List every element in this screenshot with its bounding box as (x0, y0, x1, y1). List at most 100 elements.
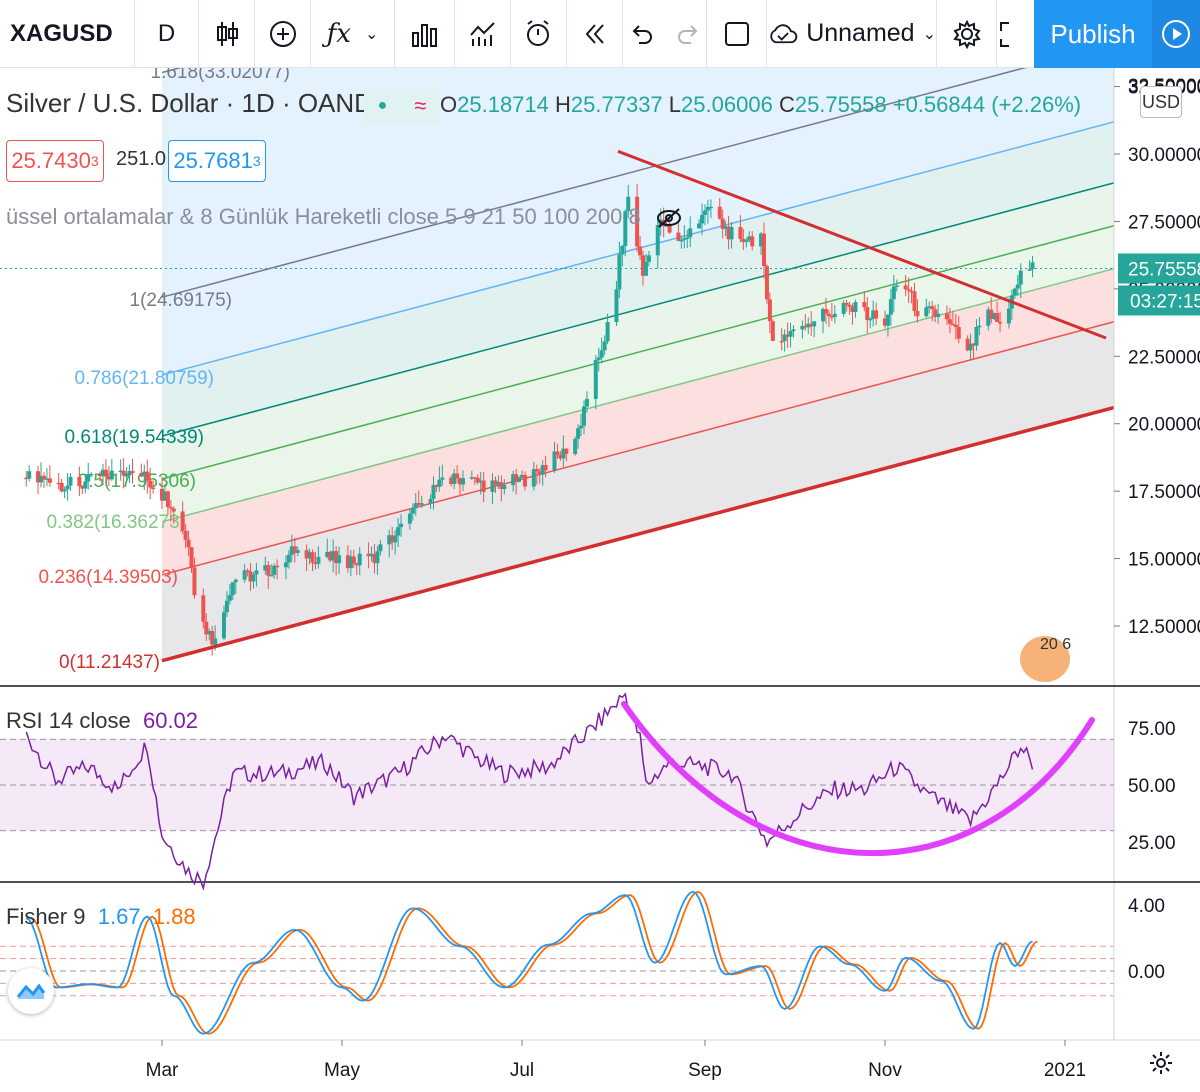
fib-zone (162, 321, 1114, 661)
rsi-pane: 75.00 50.00 25.00 (0, 692, 1176, 891)
fib-zone (162, 121, 1114, 437)
candle-body (764, 266, 769, 300)
candle-body (455, 473, 460, 479)
sell-price-box[interactable]: 25.7430 3 (6, 140, 104, 182)
hide-eye-icon[interactable] (655, 207, 683, 229)
fullscreen-icon[interactable] (707, 0, 767, 68)
candle-body (933, 309, 938, 317)
candle-body (80, 486, 85, 489)
low-label: L (668, 92, 682, 117)
candle-body (366, 553, 371, 557)
price-tick-label: 15.00000 (1128, 550, 1200, 571)
ohlc-values: O25.18714 H25.77337 L25.06006 C25.75558 … (440, 92, 1081, 118)
event-flag-icon[interactable] (1020, 636, 1070, 682)
candle-body (24, 477, 29, 480)
open-label: O (440, 92, 458, 117)
candle-body (623, 211, 628, 247)
candle-body (605, 322, 610, 342)
candle-body (841, 302, 846, 314)
candle-body (189, 547, 194, 568)
candle-body (823, 309, 828, 314)
candle-body (767, 299, 772, 322)
chart-settings-icon[interactable] (1148, 1050, 1174, 1081)
publish-button[interactable]: Publish (1034, 0, 1152, 68)
candle-body (139, 473, 144, 477)
fib-level-label: 0.618(19.54339) (65, 427, 204, 448)
fib-zone (162, 182, 1114, 479)
wave-icon: ≈ (414, 93, 427, 118)
candle-body (118, 470, 123, 473)
market-open-icon: ● (377, 97, 388, 114)
candle-body (782, 334, 787, 342)
candle-body (227, 595, 232, 601)
ema-legend[interactable]: üssel ortalamalar & 8 Günlük Hareketli c… (6, 204, 683, 230)
candle-body (502, 485, 507, 489)
buy-price-box[interactable]: 25.7681 3 (168, 140, 266, 182)
settings-icon[interactable] (937, 0, 997, 68)
play-button[interactable] (1152, 0, 1200, 68)
publish-label: Publish (1050, 18, 1136, 49)
layout-name: Unnamed (806, 19, 915, 47)
candle-body (543, 465, 548, 471)
fib-line (161, 267, 1115, 523)
redo-icon[interactable] (675, 21, 701, 47)
candle-body (41, 475, 46, 480)
rsi-value: 60.02 (142, 708, 199, 733)
high-value: 25.77337 (570, 92, 663, 117)
currency-badge[interactable]: USD (1140, 86, 1182, 118)
undo-icon[interactable] (629, 21, 655, 47)
symbol-search[interactable]: XAGUSD (0, 0, 135, 68)
replay-icon[interactable] (567, 0, 623, 68)
fisher-legend[interactable]: Fisher 9 1.67 1.88 (6, 904, 196, 930)
chevron-down-icon: ⌄ (922, 25, 936, 43)
market-status-pill[interactable]: ● ≈ (364, 88, 440, 124)
candle-body (564, 448, 569, 454)
interval-selector[interactable]: D (135, 0, 199, 68)
candle-body (416, 503, 421, 505)
fisher-value: 1.67 (97, 904, 141, 929)
rsi-legend[interactable]: RSI 14 close 60.02 (6, 708, 198, 734)
candle-body (201, 595, 206, 622)
candle-body (617, 254, 622, 290)
candle-body (888, 299, 893, 315)
candle-body (204, 621, 209, 635)
add-compare-icon[interactable] (255, 0, 311, 68)
fib-level-label: 0.382(16.36273) (47, 512, 186, 533)
candle-body (434, 485, 439, 487)
chevron-down-icon: ⌄ (364, 25, 379, 43)
templates-icon[interactable] (395, 0, 455, 68)
candle-body (720, 218, 725, 229)
candle-body (936, 313, 941, 317)
candle-body (449, 477, 454, 484)
candles (24, 184, 1035, 656)
candle-body (86, 473, 91, 482)
candle-body (862, 302, 867, 308)
open-value: 25.18714 (457, 92, 549, 117)
tradingview-logo[interactable] (8, 968, 54, 1014)
rsi-label: RSI 14 close (6, 708, 131, 733)
candle-body (762, 233, 766, 267)
trendlines[interactable] (161, 149, 1115, 663)
alert-icon[interactable] (511, 0, 567, 68)
candle-body (390, 535, 395, 543)
candle-body (635, 196, 640, 247)
snapshot-icon[interactable] (997, 0, 1011, 68)
candle-body (1030, 262, 1035, 270)
cloud-icon (770, 23, 798, 43)
candle-body (490, 480, 495, 492)
candle-body (688, 228, 693, 238)
ideas-icon[interactable] (455, 0, 511, 68)
candle-body (894, 285, 899, 287)
layout-selector[interactable]: Unnamed ⌄ (767, 0, 937, 68)
candle-body (331, 551, 336, 561)
bar-style-icon[interactable] (199, 0, 255, 68)
time-axis[interactable]: Mar May Jul Sep Nov 2021 (0, 1039, 1200, 1081)
indicators-button[interactable]: ƒx ⌄ (311, 0, 395, 68)
interval-label: D (157, 19, 176, 47)
fib-channel[interactable]: 0(11.21437) 0.236(14.39503) 0.382(16.36273… (39, 68, 1115, 673)
candle-body (995, 312, 1000, 322)
candle-body (868, 318, 873, 321)
candle-body (475, 477, 480, 483)
rsi-tick-label: 75.00 (1128, 719, 1176, 740)
chart-canvas[interactable]: 0(11.21437) 0.236(14.39503) 0.382(16.36273… (0, 68, 1200, 1092)
